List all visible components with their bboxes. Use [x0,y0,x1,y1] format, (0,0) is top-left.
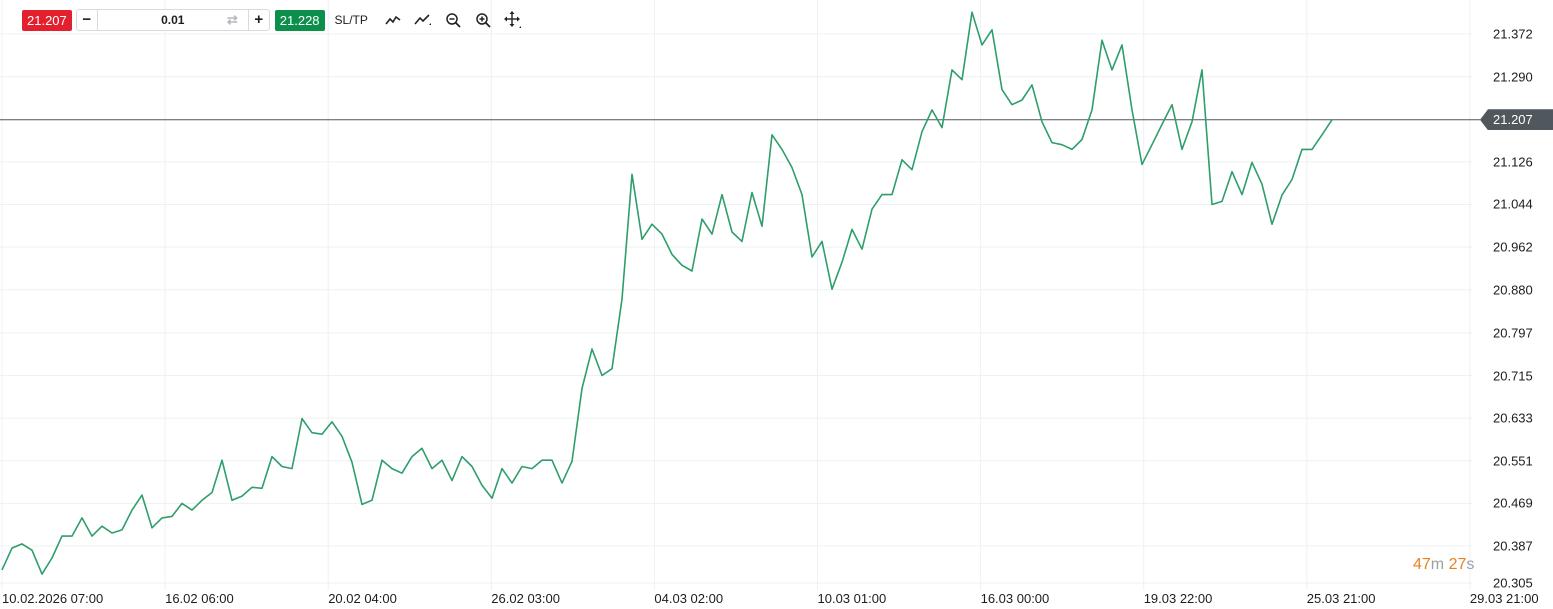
price-tick-label: 20.797 [1493,325,1533,341]
time-tick-label: 20.02 04:00 [328,591,397,606]
timer-minutes-unit: m [1430,556,1445,573]
chart-grid [0,0,1472,590]
price-series-line [1,11,1333,575]
time-tick-label: 10.02.2026 07:00 [2,591,104,606]
trade-toolbar: 21.207 − 0.01 ⇄ + 21.228 SL/TP [22,9,522,31]
price-tick-label: 21.290 [1493,69,1533,85]
price-tick-label: 20.962 [1493,239,1533,255]
current-price-tag: 21.207 [1480,109,1553,131]
line-chart-icon[interactable] [384,11,402,29]
increase-quantity-button[interactable]: + [247,10,269,30]
time-tick-label: 16.02 06:00 [165,591,234,606]
timer-seconds: 27 [1448,556,1467,573]
time-tick-label: 19.03 22:00 [1143,591,1213,606]
price-tick-label: 20.387 [1493,538,1533,554]
time-tick-label: 10.03 01:00 [817,591,887,606]
sell-price-button[interactable]: 21.207 [22,9,72,31]
decrease-quantity-button[interactable]: − [77,10,98,30]
price-tick-label: 20.880 [1493,282,1533,298]
price-tick-label: 20.469 [1493,495,1533,511]
price-tick-label: 20.633 [1493,410,1533,426]
swap-icon[interactable]: ⇄ [226,12,238,27]
price-tick-label: 20.305 [1493,575,1533,591]
price-tick-label: 20.715 [1493,368,1533,383]
time-tick-label: 26.02 03:00 [491,591,560,606]
move-icon[interactable] [503,11,522,29]
zoom-out-icon[interactable] [444,11,462,29]
sltp-button[interactable]: SL/TP [334,13,368,27]
quantity-stepper[interactable]: − 0.01 ⇄ + [75,9,270,31]
time-tick-label: 16.03 00:00 [980,591,1050,606]
quantity-input[interactable]: 0.01 ⇄ [98,10,248,30]
price-tick-label: 21.372 [1493,26,1533,42]
zoom-in-icon[interactable] [474,11,492,29]
price-tick-label: 21.126 [1493,154,1533,170]
price-tick-label: 21.044 [1493,196,1533,212]
quantity-value: 0.01 [161,13,185,27]
line-chart-type-icon[interactable] [414,11,432,29]
price-tick-label: 20.551 [1493,453,1533,469]
timer-minutes: 47 [1413,556,1431,573]
time-tick-label: 25.03 21:00 [1306,591,1376,606]
time-tick-label: 04.03 02:00 [654,591,724,606]
timer-seconds-unit: s [1466,556,1475,573]
candle-countdown-timer: 47m 27s [1413,556,1474,574]
buy-price-button[interactable]: 21.228 [274,9,325,31]
time-tick-label: 29.03 21:00 [1469,591,1539,606]
